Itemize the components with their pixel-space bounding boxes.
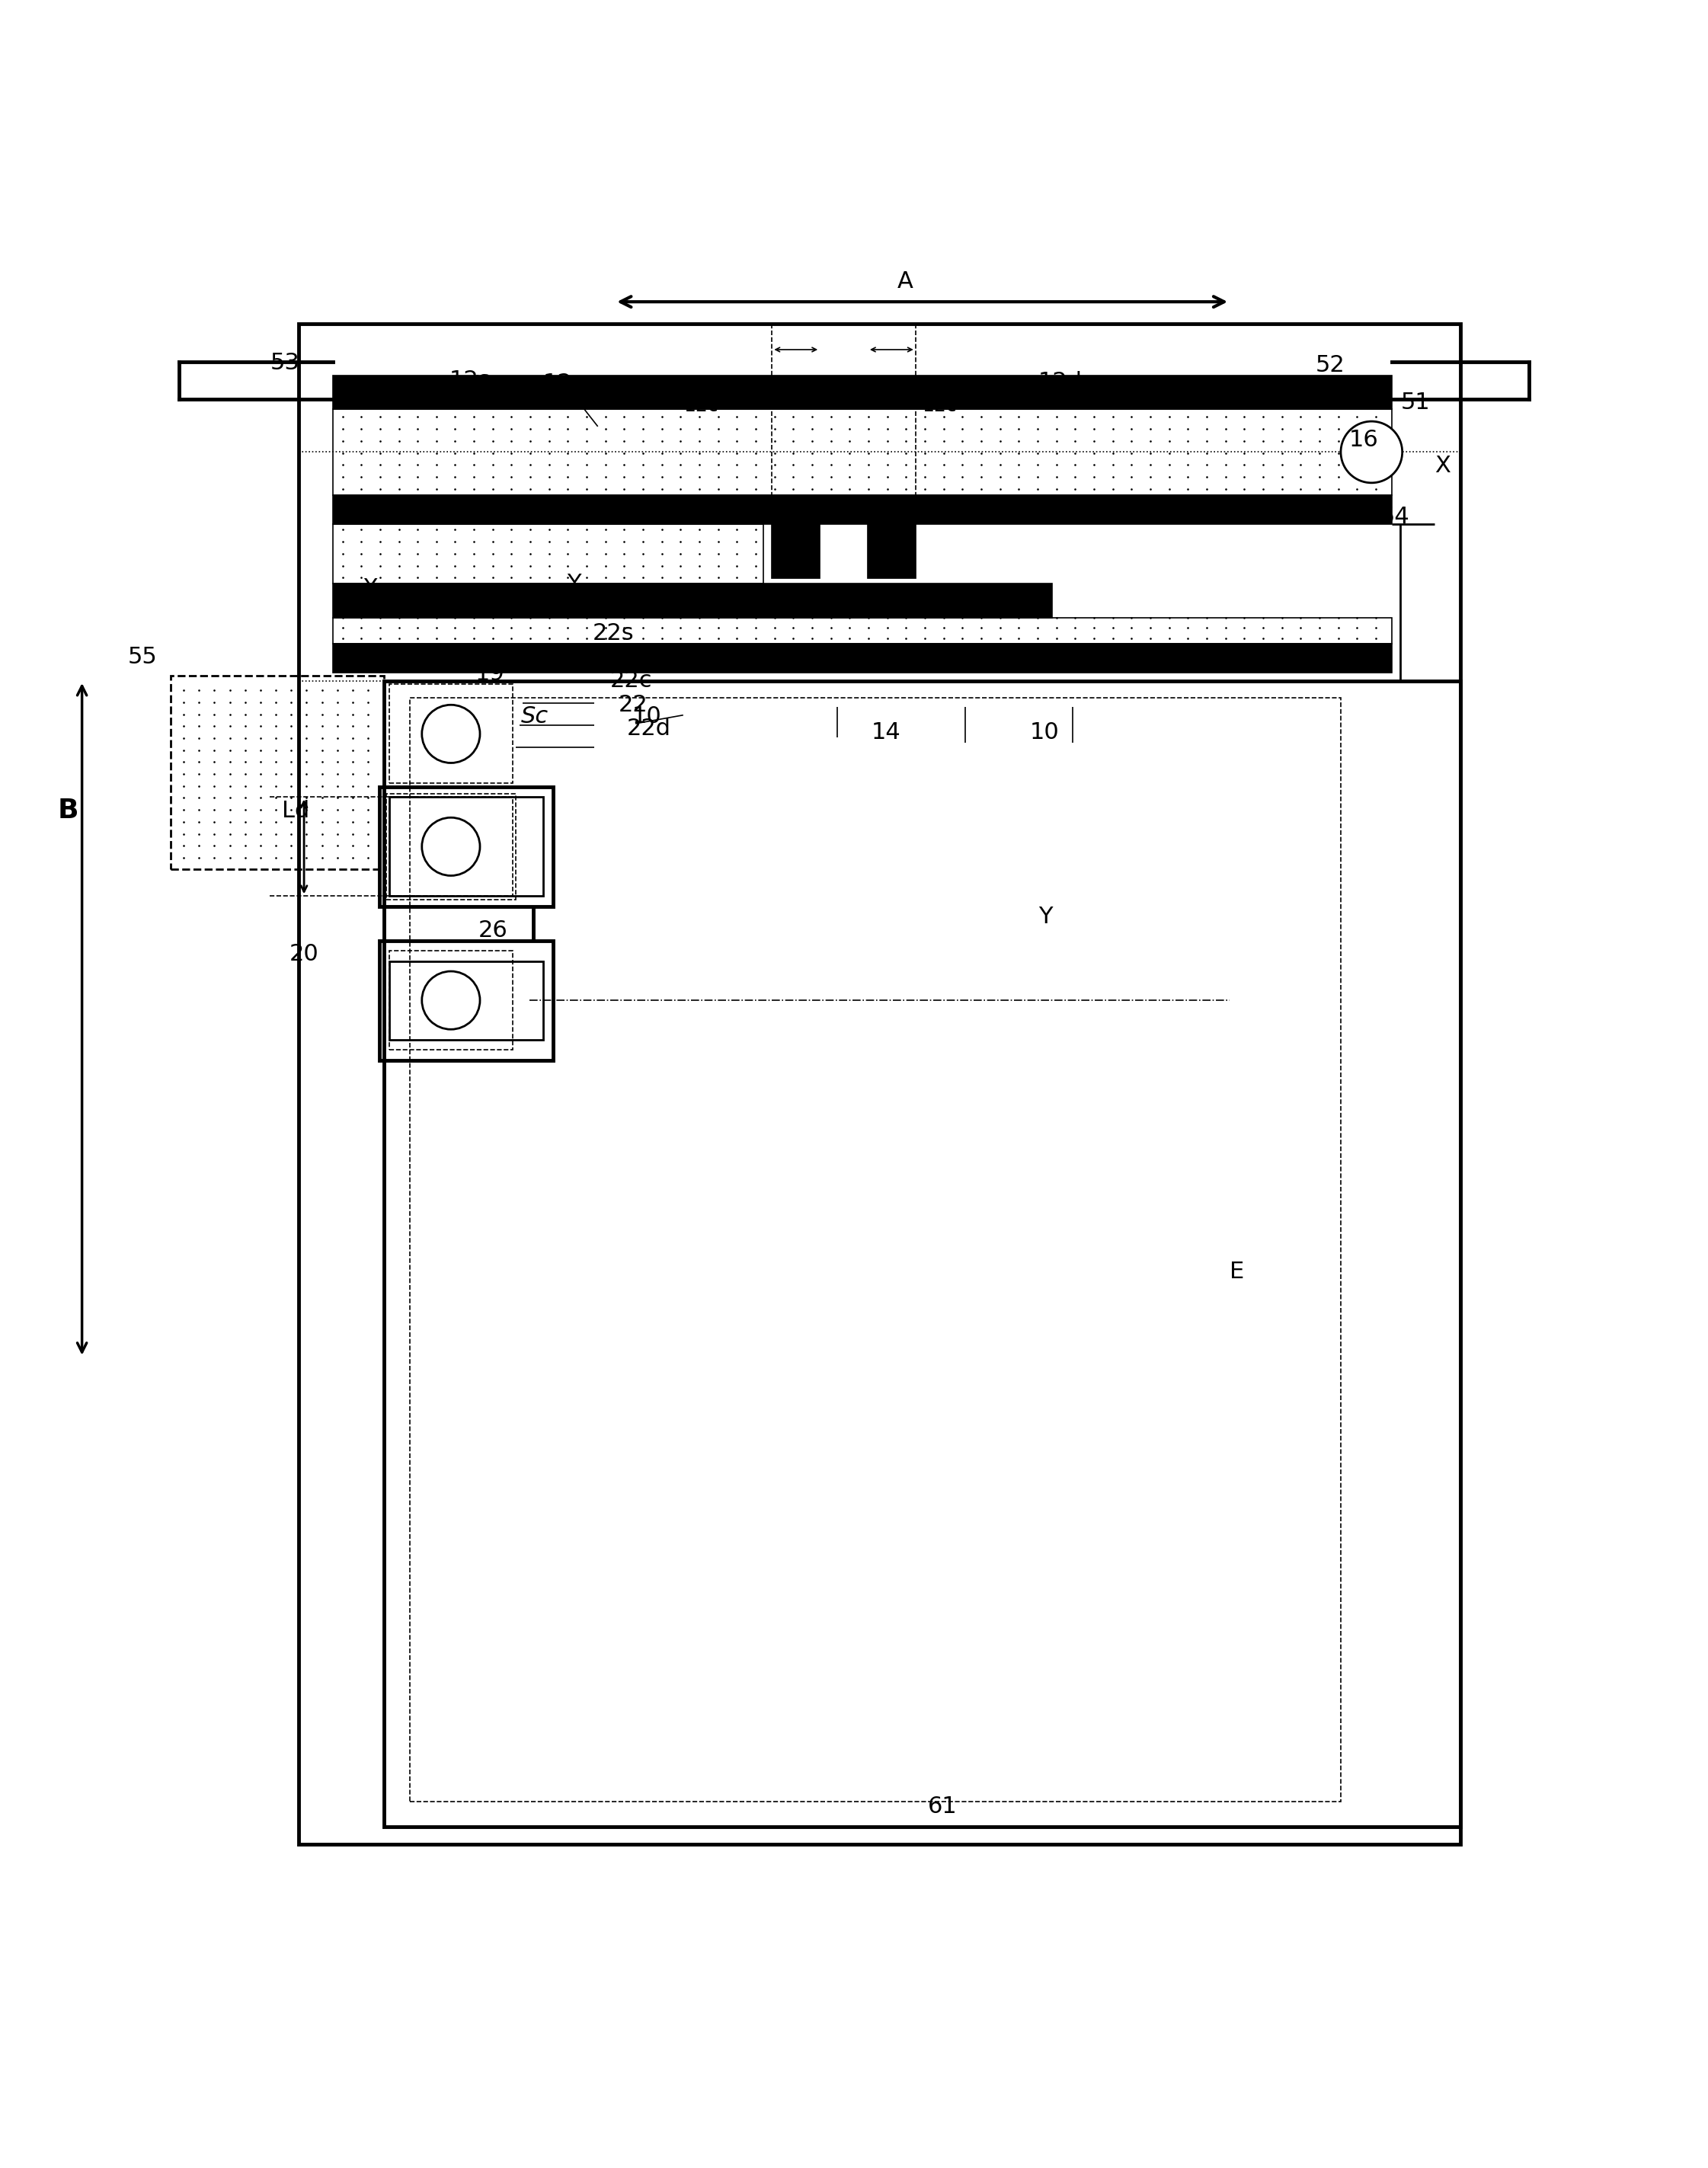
Circle shape [1341, 421, 1402, 483]
Text: 54: 54 [1380, 505, 1409, 529]
Text: Y: Y [1038, 906, 1052, 928]
Bar [333, 618, 1392, 644]
Text: 22: 22 [618, 694, 647, 715]
Text: 14: 14 [871, 722, 900, 744]
Bar [384, 681, 1460, 1828]
Circle shape [422, 817, 480, 876]
Text: Sc: Sc [521, 707, 548, 728]
Bar [772, 525, 820, 579]
Text: 51: 51 [1401, 392, 1430, 414]
Text: 24: 24 [601, 646, 630, 668]
Bar [389, 685, 512, 783]
Text: Ls: Ls [837, 377, 857, 397]
Text: 20: 20 [289, 943, 319, 965]
Text: 12c: 12c [683, 397, 717, 414]
Bar [379, 941, 553, 1060]
Text: E: E [1230, 1262, 1245, 1283]
Bar [389, 960, 543, 1041]
Text: X: X [362, 577, 377, 601]
Circle shape [422, 971, 480, 1030]
Bar [386, 793, 516, 900]
Bar [333, 375, 1392, 410]
Bar [333, 525, 763, 583]
Bar [410, 698, 1341, 1802]
Text: 19: 19 [475, 663, 504, 685]
Bar [333, 494, 1392, 525]
Text: 10: 10 [632, 707, 661, 728]
Text: 26: 26 [478, 919, 507, 941]
Text: 55: 55 [128, 646, 157, 668]
Bar [389, 952, 512, 1049]
Text: 16: 16 [1349, 429, 1378, 451]
Text: Ld: Ld [282, 800, 309, 822]
Bar [379, 787, 553, 906]
Text: A: A [897, 271, 914, 293]
Text: 22s: 22s [593, 622, 634, 644]
Bar [333, 644, 1392, 672]
Text: 12d: 12d [1038, 371, 1083, 392]
Bar [389, 798, 543, 895]
Bar [333, 410, 1392, 494]
Text: 22d: 22d [627, 718, 671, 739]
Text: 27: 27 [584, 596, 613, 618]
Text: 10: 10 [1030, 722, 1059, 744]
Text: Y: Y [567, 572, 581, 594]
Bar [333, 583, 1052, 618]
Circle shape [422, 705, 480, 763]
Text: 12s: 12s [449, 369, 490, 392]
Text: 61: 61 [927, 1795, 956, 1817]
Bar [171, 676, 384, 869]
Text: B: B [58, 798, 79, 824]
Text: 12: 12 [543, 373, 572, 395]
Text: X: X [1435, 455, 1450, 477]
Text: 52: 52 [1315, 353, 1344, 375]
Bar [868, 525, 915, 579]
Text: 12c: 12c [922, 397, 956, 414]
Text: Ls: Ls [767, 377, 787, 397]
Text: 22c: 22c [610, 670, 652, 692]
Bar [299, 323, 1460, 1845]
Bar [389, 798, 512, 895]
Text: 53: 53 [270, 351, 299, 375]
